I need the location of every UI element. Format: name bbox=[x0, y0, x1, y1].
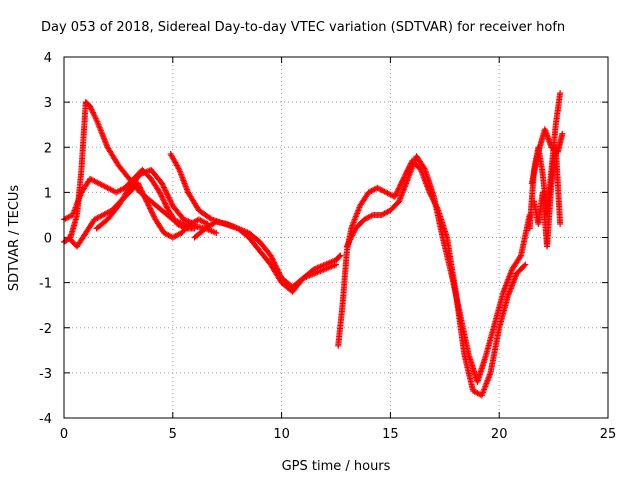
x-tick-label: 5 bbox=[169, 427, 177, 442]
series-10 bbox=[531, 144, 564, 250]
data-point bbox=[138, 187, 145, 194]
data-point bbox=[162, 200, 169, 207]
x-tick-labels: 0 5 10 15 20 25 bbox=[60, 427, 616, 442]
y-tick-label: -2 bbox=[39, 322, 52, 337]
data-point bbox=[559, 130, 566, 137]
data-point bbox=[393, 189, 400, 196]
data-point bbox=[158, 192, 165, 199]
data-point bbox=[191, 220, 198, 227]
series-4 bbox=[93, 166, 198, 232]
series-8 bbox=[343, 153, 533, 385]
chart-title: Day 053 of 2018, Sidereal Day-to-day VTE… bbox=[41, 20, 565, 35]
x-tick-label: 20 bbox=[491, 427, 508, 442]
data-point bbox=[517, 253, 524, 260]
data-point bbox=[159, 194, 166, 201]
data-point bbox=[143, 197, 150, 204]
data-point bbox=[162, 201, 169, 208]
data-point bbox=[160, 197, 167, 204]
data-point bbox=[148, 208, 155, 215]
data-point bbox=[140, 191, 147, 198]
data-point bbox=[145, 201, 152, 208]
series-6 bbox=[191, 218, 339, 295]
grid bbox=[64, 57, 608, 418]
data-point bbox=[161, 199, 168, 206]
data-point bbox=[137, 185, 144, 192]
plot-frame bbox=[63, 56, 609, 419]
data-point bbox=[142, 195, 149, 202]
y-tick-label: 0 bbox=[44, 232, 52, 247]
data-point bbox=[139, 188, 146, 195]
data-point bbox=[157, 190, 164, 197]
data-point bbox=[396, 184, 403, 191]
data-point bbox=[343, 243, 350, 250]
y-tick-label: 2 bbox=[44, 141, 52, 156]
y-tick-label: -1 bbox=[39, 277, 52, 292]
data-point bbox=[149, 209, 156, 216]
data-point bbox=[145, 202, 152, 209]
data-point bbox=[351, 228, 358, 235]
data-point bbox=[349, 232, 356, 239]
data-point bbox=[136, 184, 143, 191]
data-point bbox=[521, 262, 528, 269]
data-point bbox=[160, 196, 167, 203]
y-tick-label: 3 bbox=[44, 96, 52, 111]
data-point bbox=[143, 198, 150, 205]
data-point bbox=[139, 190, 146, 197]
data-point bbox=[349, 231, 356, 238]
data-point bbox=[421, 165, 428, 172]
data-point bbox=[395, 185, 402, 192]
data-point bbox=[147, 206, 154, 213]
data-point bbox=[345, 240, 352, 247]
x-tick-label: 25 bbox=[600, 427, 617, 442]
data-point bbox=[164, 204, 171, 211]
data-point bbox=[392, 192, 399, 199]
data-point bbox=[391, 193, 398, 200]
data-point bbox=[395, 186, 402, 193]
y-tick-labels: -4 -3 -2 -1 0 1 2 3 4 bbox=[39, 51, 52, 427]
data-point bbox=[146, 203, 153, 210]
data-point bbox=[348, 233, 355, 240]
data-point bbox=[333, 261, 339, 268]
data-point bbox=[347, 236, 354, 243]
data-point bbox=[337, 252, 344, 259]
x-tick-label: 0 bbox=[60, 427, 68, 442]
x-axis-label: GPS time / hours bbox=[282, 459, 391, 474]
data-point bbox=[135, 181, 142, 188]
series-3 bbox=[65, 180, 211, 250]
data-point bbox=[156, 189, 163, 196]
data-point bbox=[149, 210, 156, 217]
data-point bbox=[557, 220, 564, 227]
y-tick-label: 1 bbox=[44, 186, 52, 201]
data-point bbox=[151, 213, 158, 220]
x-tick-label: 10 bbox=[273, 427, 290, 442]
data-point bbox=[150, 212, 157, 219]
data-point bbox=[345, 239, 352, 246]
data-point bbox=[336, 253, 343, 260]
data-point bbox=[393, 191, 400, 198]
data-point bbox=[344, 242, 351, 249]
data-point bbox=[141, 192, 148, 199]
data-point bbox=[163, 203, 170, 210]
data-point bbox=[158, 193, 165, 200]
data-point bbox=[136, 183, 143, 190]
x-tick-label: 15 bbox=[382, 427, 399, 442]
data-point bbox=[141, 194, 148, 201]
data-point bbox=[394, 188, 401, 195]
data-points bbox=[61, 90, 566, 399]
data-point bbox=[347, 235, 354, 242]
series-11 bbox=[528, 126, 566, 187]
y-axis-label: SDTVAR / TECUs bbox=[7, 185, 22, 292]
data-point bbox=[557, 90, 564, 97]
y-tick-label: 4 bbox=[44, 51, 52, 66]
data-point bbox=[147, 205, 154, 212]
y-tick-label: -4 bbox=[39, 412, 52, 427]
data-point bbox=[144, 199, 151, 206]
data-point bbox=[346, 237, 353, 244]
y-tick-label: -3 bbox=[39, 367, 52, 382]
data-point bbox=[522, 261, 529, 268]
data-point bbox=[213, 229, 220, 236]
data-point bbox=[350, 229, 357, 236]
